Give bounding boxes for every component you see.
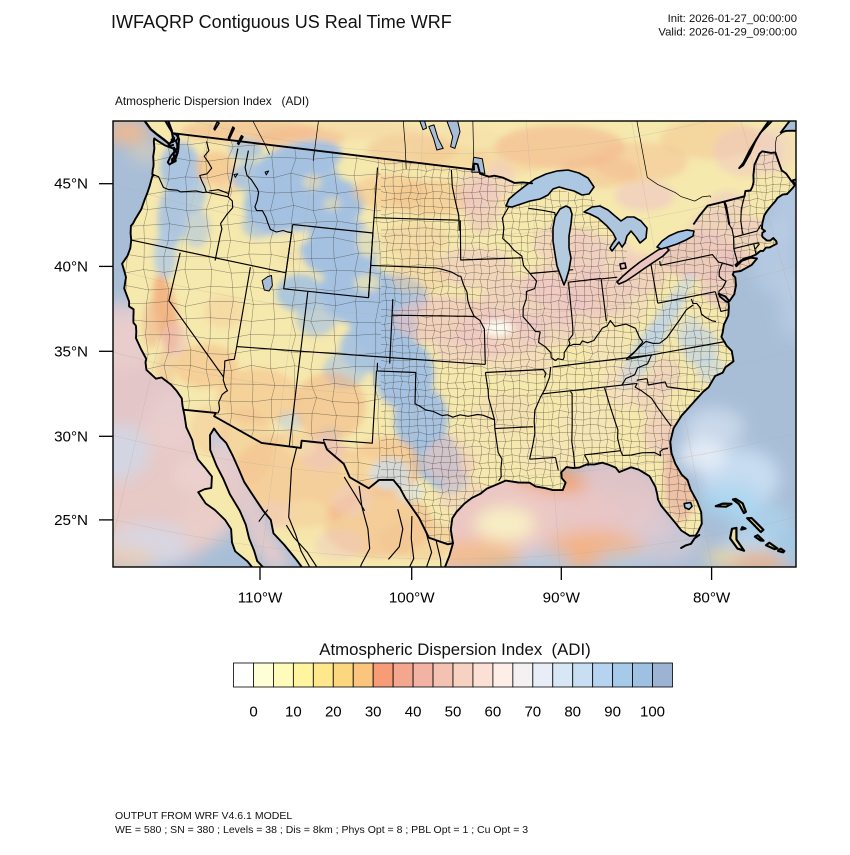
svg-text:Valid: 2026-01-29_09:00:00: Valid: 2026-01-29_09:00:00 [658, 27, 797, 39]
svg-text:100°W: 100°W [389, 590, 435, 607]
svg-text:80°W: 80°W [693, 590, 731, 607]
svg-text:0: 0 [249, 704, 257, 721]
svg-text:30°N: 30°N [54, 428, 88, 445]
svg-text:60: 60 [485, 704, 502, 721]
svg-text:90°W: 90°W [543, 590, 581, 607]
svg-text:50: 50 [445, 704, 462, 721]
svg-text:10: 10 [285, 704, 302, 721]
svg-text:IWFAQRP Contiguous US Real Tim: IWFAQRP Contiguous US Real Time WRF [111, 12, 452, 32]
svg-text:OUTPUT FROM WRF V4.6.1 MODEL: OUTPUT FROM WRF V4.6.1 MODEL [115, 810, 292, 822]
svg-text:30: 30 [365, 704, 382, 721]
svg-text:80: 80 [564, 704, 581, 721]
svg-text:WE = 580 ; SN = 380 ; Levels =: WE = 580 ; SN = 380 ; Levels = 38 ; Dis … [115, 824, 528, 836]
svg-text:110°W: 110°W [238, 590, 283, 607]
svg-text:70: 70 [524, 704, 541, 721]
svg-text:20: 20 [325, 704, 342, 721]
svg-text:25°N: 25°N [54, 512, 88, 529]
svg-text:90: 90 [604, 704, 621, 721]
svg-text:Init: 2026-01-27_00:00:00: Init: 2026-01-27_00:00:00 [668, 13, 797, 25]
svg-text:Atmospheric Dispersion Index: Atmospheric Dispersion Index (ADI) [319, 640, 590, 659]
svg-text:40: 40 [405, 704, 422, 721]
svg-text:40°N: 40°N [54, 258, 88, 275]
svg-text:100: 100 [640, 704, 665, 721]
svg-text:35°N: 35°N [54, 343, 88, 360]
svg-text:Atmospheric Dispersion Index: Atmospheric Dispersion Index (ADI) [115, 94, 309, 108]
svg-text:45°N: 45°N [54, 176, 88, 193]
